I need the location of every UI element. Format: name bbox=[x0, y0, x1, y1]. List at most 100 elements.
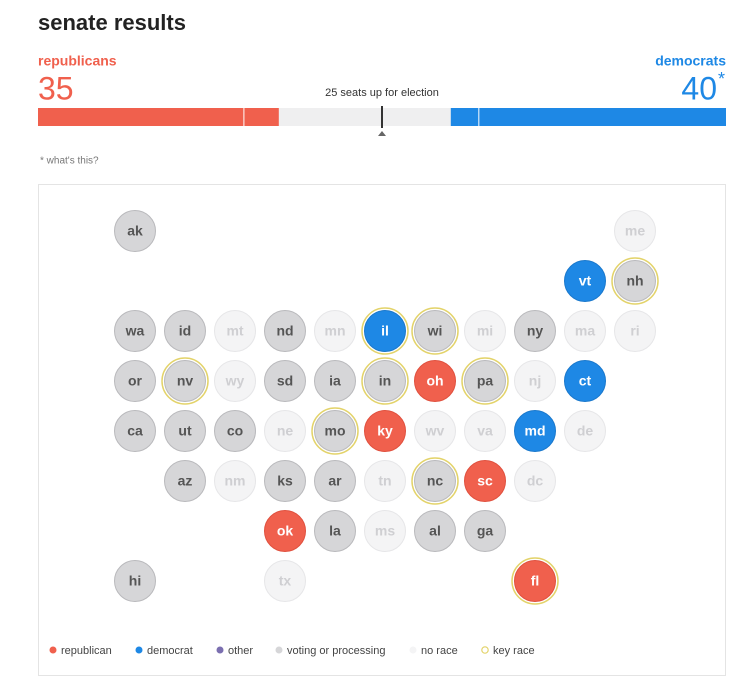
state-tile[interactable]: ky bbox=[364, 410, 406, 452]
key-race-ring bbox=[411, 457, 459, 505]
state-circle bbox=[164, 310, 206, 352]
state-tile[interactable]: vt bbox=[564, 260, 606, 302]
state-tile[interactable]: ri bbox=[614, 310, 656, 352]
state-tile[interactable]: nm bbox=[214, 460, 256, 502]
state-tile[interactable]: ar bbox=[314, 460, 356, 502]
state-label: in bbox=[379, 373, 391, 389]
marker-arrow bbox=[378, 131, 386, 136]
state-label: mi bbox=[477, 323, 493, 339]
state-circle bbox=[514, 410, 556, 452]
state-tile[interactable]: de bbox=[564, 410, 606, 452]
state-circle bbox=[364, 460, 406, 502]
state-tile[interactable]: ne bbox=[264, 410, 306, 452]
state-tile[interactable]: ut bbox=[164, 410, 206, 452]
dem-segment bbox=[450, 108, 479, 126]
state-tile[interactable]: la bbox=[314, 510, 356, 552]
state-circle bbox=[114, 410, 156, 452]
state-tile[interactable]: hi bbox=[114, 560, 156, 602]
state-circle bbox=[614, 210, 656, 252]
state-circle bbox=[264, 310, 306, 352]
dem-note[interactable]: * bbox=[718, 69, 725, 89]
state-circle bbox=[514, 560, 556, 602]
state-label: ga bbox=[477, 523, 494, 539]
state-tile[interactable]: md bbox=[514, 410, 556, 452]
state-circle bbox=[264, 460, 306, 502]
state-tile[interactable]: oh bbox=[414, 360, 456, 402]
state-tile[interactable]: wy bbox=[214, 360, 256, 402]
state-tile[interactable]: wa bbox=[114, 310, 156, 352]
state-label: ny bbox=[527, 323, 544, 339]
state-tile[interactable]: al bbox=[414, 510, 456, 552]
state-circle bbox=[614, 260, 656, 302]
state-circle bbox=[464, 310, 506, 352]
state-tile[interactable]: or bbox=[114, 360, 156, 402]
state-tile[interactable]: ks bbox=[264, 460, 306, 502]
state-tile[interactable]: az bbox=[164, 460, 206, 502]
state-tile[interactable]: wv bbox=[414, 410, 456, 452]
state-label: nv bbox=[177, 373, 194, 389]
state-tile[interactable]: tn bbox=[364, 460, 406, 502]
state-label: nm bbox=[225, 473, 246, 489]
state-tile[interactable]: tx bbox=[264, 560, 306, 602]
legend-label: republican bbox=[61, 645, 112, 657]
state-tile[interactable]: ok bbox=[264, 510, 306, 552]
state-tile[interactable]: id bbox=[164, 310, 206, 352]
state-tile[interactable]: ga bbox=[464, 510, 506, 552]
state-label: ks bbox=[277, 473, 293, 489]
state-tile[interactable]: mi bbox=[464, 310, 506, 352]
state-label: nh bbox=[626, 273, 643, 289]
state-tile[interactable]: sd bbox=[264, 360, 306, 402]
state-label: ia bbox=[329, 373, 341, 389]
state-circle bbox=[414, 310, 456, 352]
state-tile[interactable]: ct bbox=[564, 360, 606, 402]
state-circle bbox=[414, 410, 456, 452]
state-tile[interactable]: nc bbox=[411, 457, 459, 505]
key-race-ring bbox=[161, 357, 209, 405]
state-tile[interactable]: ma bbox=[564, 310, 606, 352]
state-tile[interactable]: nh bbox=[611, 257, 659, 305]
state-tile[interactable]: ms bbox=[364, 510, 406, 552]
legend-swatch bbox=[409, 646, 417, 654]
state-tile[interactable]: va bbox=[464, 410, 506, 452]
state-circle bbox=[264, 510, 306, 552]
state-label: tn bbox=[378, 473, 391, 489]
state-tile[interactable]: ia bbox=[314, 360, 356, 402]
state-circle bbox=[364, 310, 406, 352]
state-tile[interactable]: pa bbox=[461, 357, 509, 405]
state-label: dc bbox=[527, 473, 544, 489]
state-tile[interactable]: ny bbox=[514, 310, 556, 352]
state-tile[interactable]: mn bbox=[314, 310, 356, 352]
footnote[interactable]: * what's this? bbox=[40, 156, 99, 167]
state-tile[interactable]: nv bbox=[161, 357, 209, 405]
state-tile[interactable]: me bbox=[614, 210, 656, 252]
state-tile[interactable]: mt bbox=[214, 310, 256, 352]
state-circle bbox=[564, 260, 606, 302]
state-tile[interactable]: il bbox=[361, 307, 409, 355]
state-label: wi bbox=[427, 323, 443, 339]
state-circle bbox=[264, 360, 306, 402]
state-circle bbox=[364, 510, 406, 552]
state-label: md bbox=[525, 423, 546, 439]
dem-label: democrats bbox=[655, 53, 726, 69]
state-tile[interactable]: in bbox=[361, 357, 409, 405]
seats-up: 25 seats up for election bbox=[325, 87, 439, 99]
state-tile[interactable]: sc bbox=[464, 460, 506, 502]
state-tile[interactable]: dc bbox=[514, 460, 556, 502]
state-label: mo bbox=[325, 423, 346, 439]
state-tile[interactable]: nd bbox=[264, 310, 306, 352]
state-tile[interactable]: ak bbox=[114, 210, 156, 252]
state-tile[interactable]: wi bbox=[411, 307, 459, 355]
state-tile[interactable]: mo bbox=[311, 407, 359, 455]
state-label: ct bbox=[579, 373, 592, 389]
state-circle bbox=[114, 560, 156, 602]
state-tile[interactable]: nj bbox=[514, 360, 556, 402]
state-label: nj bbox=[529, 373, 541, 389]
state-tile[interactable]: ca bbox=[114, 410, 156, 452]
state-label: nd bbox=[276, 323, 293, 339]
state-label: tx bbox=[279, 573, 292, 589]
key-race-ring bbox=[511, 557, 559, 605]
state-tile[interactable]: co bbox=[214, 410, 256, 452]
state-tile[interactable]: fl bbox=[511, 557, 559, 605]
state-circle bbox=[214, 410, 256, 452]
state-circle bbox=[164, 360, 206, 402]
